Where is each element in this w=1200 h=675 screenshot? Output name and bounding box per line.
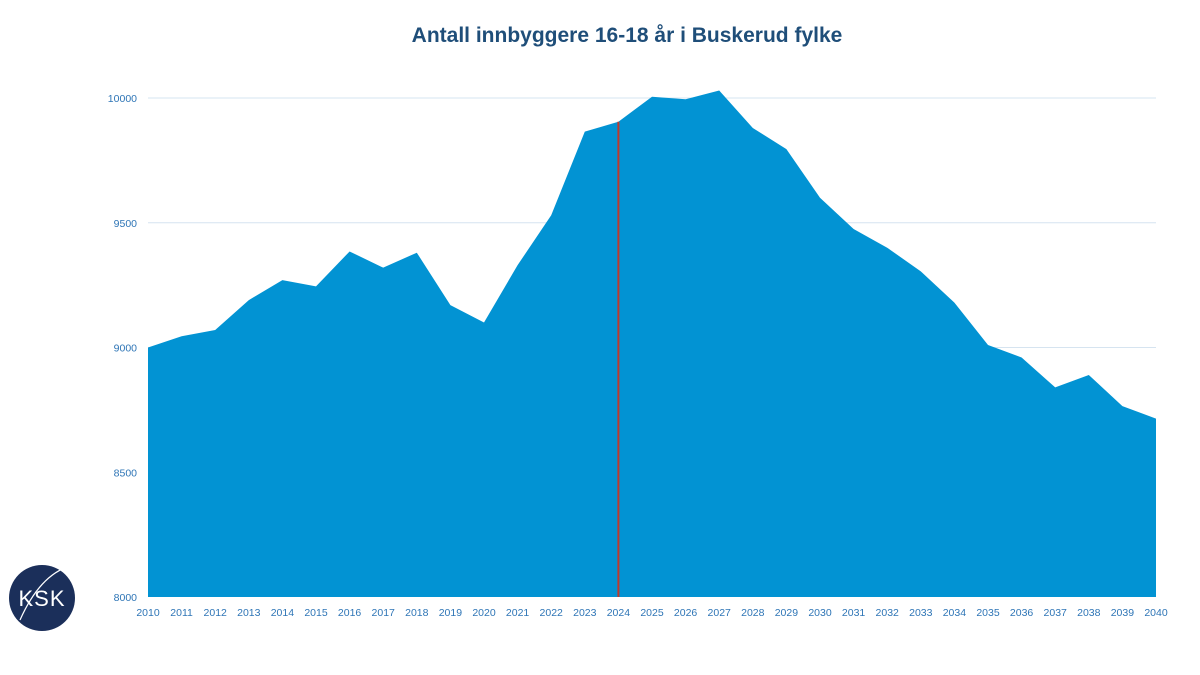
x-tick-label: 2029 xyxy=(775,607,799,619)
x-tick-label: 2010 xyxy=(136,607,160,619)
y-axis-ticks: 8000 8500 9000 9500 10000 xyxy=(108,93,137,604)
x-tick-label: 2031 xyxy=(842,607,866,619)
x-tick-label: 2040 xyxy=(1144,607,1168,619)
x-tick-label: 2016 xyxy=(338,607,362,619)
x-tick-label: 2017 xyxy=(372,607,396,619)
x-tick-label: 2035 xyxy=(976,607,1000,619)
x-tick-label: 2011 xyxy=(170,607,193,619)
x-tick-label: 2012 xyxy=(204,607,228,619)
x-tick-label: 2023 xyxy=(573,607,597,619)
x-tick-label: 2030 xyxy=(808,607,832,619)
y-tick-label: 9500 xyxy=(114,218,138,230)
x-tick-label: 2019 xyxy=(439,607,463,619)
x-tick-label: 2028 xyxy=(741,607,765,619)
x-tick-label: 2027 xyxy=(708,607,732,619)
x-tick-label: 2015 xyxy=(304,607,328,619)
x-tick-label: 2022 xyxy=(540,607,564,619)
x-tick-label: 2032 xyxy=(876,607,900,619)
x-tick-label: 2038 xyxy=(1077,607,1101,619)
area-fill xyxy=(148,90,1156,597)
x-tick-label: 2018 xyxy=(405,607,429,619)
x-tick-label: 2034 xyxy=(943,607,967,619)
y-tick-label: 10000 xyxy=(108,93,137,105)
x-tick-label: 2014 xyxy=(271,607,295,619)
x-tick-label: 2033 xyxy=(909,607,933,619)
area-series xyxy=(148,90,1156,597)
x-tick-label: 2013 xyxy=(237,607,261,619)
x-tick-label: 2021 xyxy=(506,607,530,619)
y-tick-label: 8000 xyxy=(114,592,138,604)
logo-text: KSK xyxy=(18,586,65,611)
x-tick-label: 2036 xyxy=(1010,607,1034,619)
x-tick-label: 2037 xyxy=(1044,607,1068,619)
chart-title: Antall innbyggere 16-18 år i Buskerud fy… xyxy=(412,24,843,47)
x-tick-label: 2025 xyxy=(640,607,664,619)
x-axis-ticks: 2010 2011 2012 2013 2014 2015 2016 2017 2018 2019… xyxy=(136,607,1168,619)
x-tick-label: 2039 xyxy=(1111,607,1135,619)
x-tick-label: 2024 xyxy=(607,607,631,619)
y-tick-label: 8500 xyxy=(114,467,138,479)
x-tick-label: 2020 xyxy=(472,607,496,619)
y-tick-label: 9000 xyxy=(114,343,138,355)
x-tick-label: 2026 xyxy=(674,607,698,619)
ksk-logo-icon: KSK xyxy=(9,565,75,631)
